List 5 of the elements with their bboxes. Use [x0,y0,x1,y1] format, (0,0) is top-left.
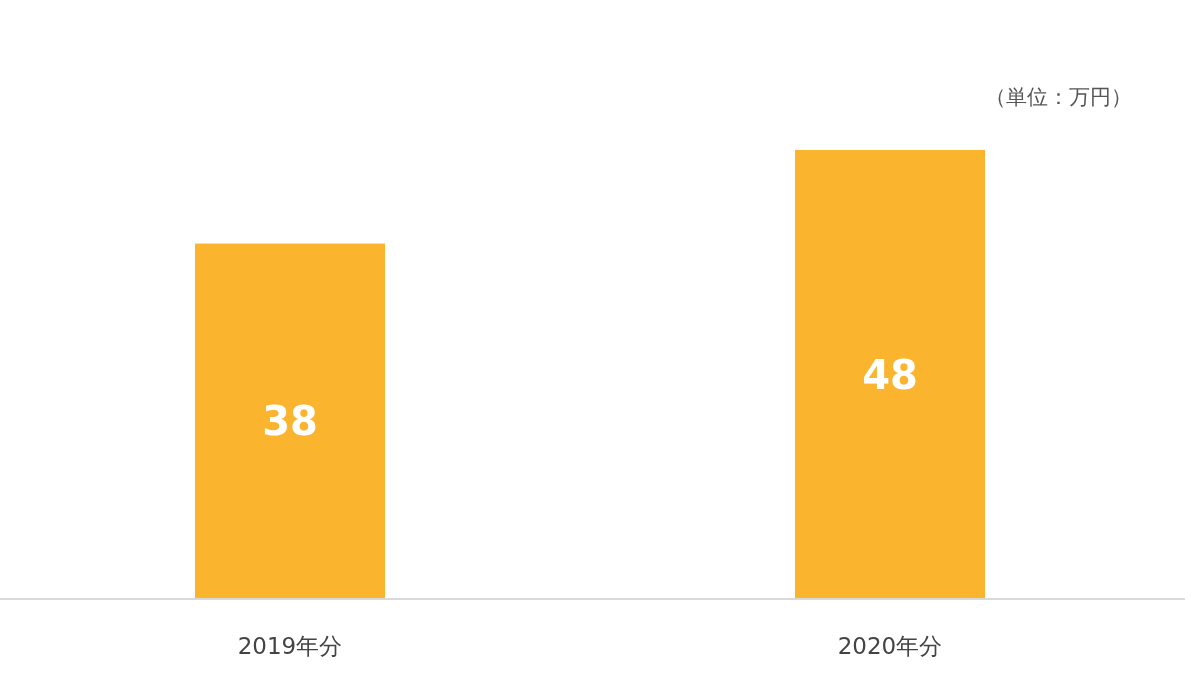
data-label: 48 [862,351,918,398]
text: （単位：万円） [985,85,1132,109]
x-tick-label: 2019年分 [237,633,343,659]
data-label: 38 [262,398,318,445]
x-tick-label: 2020年分 [837,633,943,659]
